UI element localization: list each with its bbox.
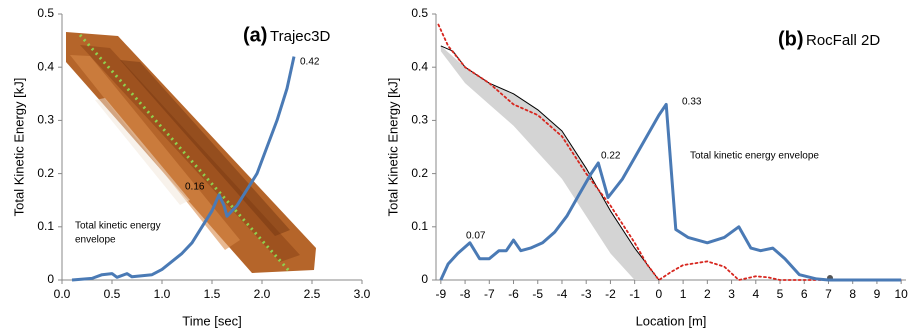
annotation: Total kinetic energy xyxy=(75,221,161,232)
annotation: Total kinetic energy envelope xyxy=(690,151,819,162)
panel-label: (b) xyxy=(778,28,804,50)
x-tick-label: 0 xyxy=(656,287,663,301)
annotation: 0.16 xyxy=(185,182,205,193)
x-tick-label: -5 xyxy=(532,287,543,301)
panel-subtitle: RocFall 2D xyxy=(806,32,880,49)
y-tick-label: 0.1 xyxy=(411,219,428,233)
x-tick-label: 7 xyxy=(825,287,832,301)
x-tick-label: 0.5 xyxy=(104,287,121,301)
y-tick-label: 0 xyxy=(421,272,428,286)
y-axis-label: Total Kinetic Energy [kJ] xyxy=(11,78,26,217)
annotation: 0.42 xyxy=(300,57,320,68)
panel-label: (a) xyxy=(243,24,267,46)
y-tick-label: 0.3 xyxy=(37,113,54,127)
y-tick-label: 0 xyxy=(47,272,54,286)
y-tick-label: 0.4 xyxy=(37,59,54,73)
x-tick-label: -2 xyxy=(605,287,616,301)
x-tick-label: 1 xyxy=(680,287,687,301)
series-line xyxy=(439,102,902,282)
x-tick-label: 3 xyxy=(728,287,735,301)
series-line xyxy=(71,56,296,282)
y-tick-label: 0.3 xyxy=(411,113,428,127)
annotation: envelope xyxy=(75,235,116,246)
annotation: 0.07 xyxy=(466,231,486,242)
x-tick-label: 1.0 xyxy=(154,287,171,301)
x-tick-label: -6 xyxy=(508,287,519,301)
x-tick-label: 10 xyxy=(894,287,908,301)
x-tick-label: 2 xyxy=(704,287,711,301)
x-tick-label: 2.5 xyxy=(304,287,321,301)
x-tick-label: -9 xyxy=(436,287,447,301)
x-axis-label: Time [sec] xyxy=(182,313,241,328)
terrain-image xyxy=(66,32,316,273)
x-tick-label: 0.0 xyxy=(54,287,71,301)
x-tick-label: 1.5 xyxy=(204,287,221,301)
x-tick-label: -7 xyxy=(484,287,495,301)
y-tick-label: 0.2 xyxy=(411,166,428,180)
y-tick-label: 0.5 xyxy=(411,6,428,20)
shaded-band xyxy=(440,45,659,280)
panel-subtitle: Trajec3D xyxy=(270,28,330,45)
y-tick-label: 0.4 xyxy=(411,59,428,73)
y-tick-label: 0.5 xyxy=(37,6,54,20)
annotation: 0.22 xyxy=(601,151,621,162)
x-tick-label: -8 xyxy=(460,287,471,301)
y-axis-label: Total Kinetic Energy [kJ] xyxy=(385,78,400,217)
x-tick-label: 8 xyxy=(849,287,856,301)
x-tick-label: 3.0 xyxy=(354,287,371,301)
x-tick-label: -4 xyxy=(557,287,568,301)
x-tick-label: 2.0 xyxy=(254,287,271,301)
x-tick-label: -3 xyxy=(581,287,592,301)
y-tick-label: 0.1 xyxy=(37,219,54,233)
series-line xyxy=(437,23,903,281)
annotation: 0.33 xyxy=(682,97,702,108)
x-tick-label: 4 xyxy=(752,287,759,301)
x-tick-label: 9 xyxy=(874,287,881,301)
x-tick-label: 6 xyxy=(801,287,808,301)
x-axis-label: Location [m] xyxy=(636,313,707,328)
x-tick-label: -1 xyxy=(629,287,640,301)
y-tick-label: 0.2 xyxy=(37,166,54,180)
x-tick-label: 5 xyxy=(777,287,784,301)
